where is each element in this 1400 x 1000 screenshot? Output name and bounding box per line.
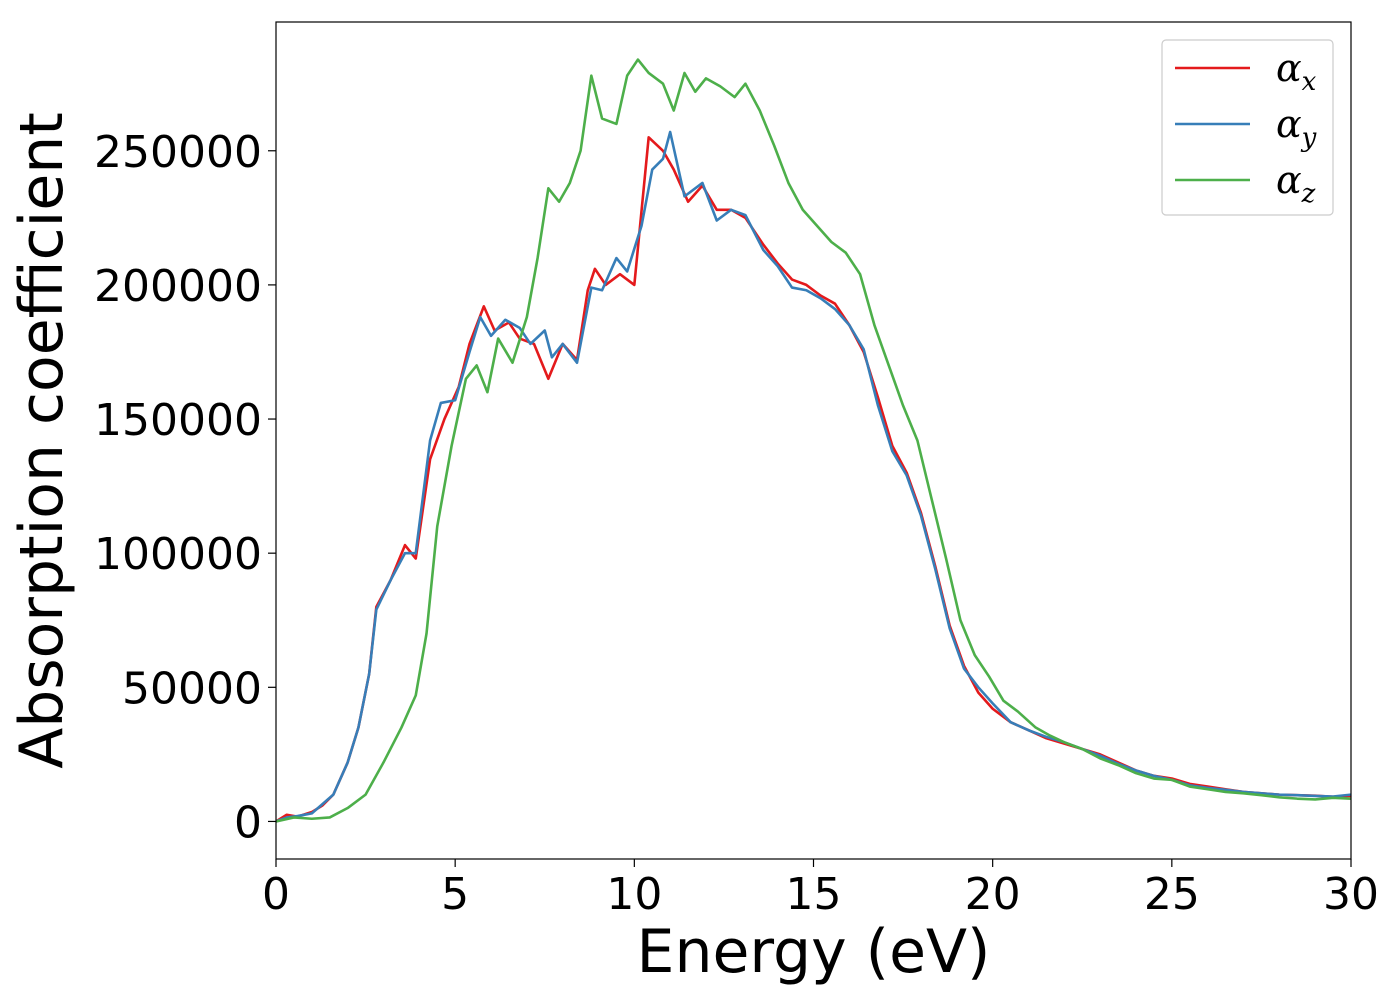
legend-box	[1161, 39, 1334, 216]
x-tick-label: 20	[965, 869, 1021, 920]
series-layer	[276, 58, 1351, 823]
y-axis-ticks: 0 50000 100000 150000 200000 250000	[94, 127, 276, 848]
y-tick-label: 50000	[122, 663, 262, 714]
y-axis-title: Absorption coefficient	[7, 112, 77, 769]
x-tick-label: 5	[441, 869, 469, 920]
series-line-y	[276, 130, 1351, 823]
y-tick-label: 200000	[94, 261, 262, 312]
x-axis-ticks: 0 5 10 15 20 25 30	[262, 859, 1379, 920]
y-tick-label: 150000	[94, 395, 262, 446]
y-tick-label: 250000	[94, 127, 262, 178]
x-tick-label: 10	[606, 869, 662, 920]
x-tick-label: 0	[262, 869, 290, 920]
x-tick-label: 30	[1323, 869, 1379, 920]
x-axis-title: Energy (eV)	[637, 917, 991, 987]
y-tick-label: 100000	[94, 529, 262, 580]
series-line-x	[276, 136, 1351, 823]
y-tick-label: 0	[234, 797, 262, 848]
x-tick-label: 25	[1144, 869, 1200, 920]
series-line-z	[276, 58, 1351, 823]
x-tick-label: 15	[786, 869, 842, 920]
